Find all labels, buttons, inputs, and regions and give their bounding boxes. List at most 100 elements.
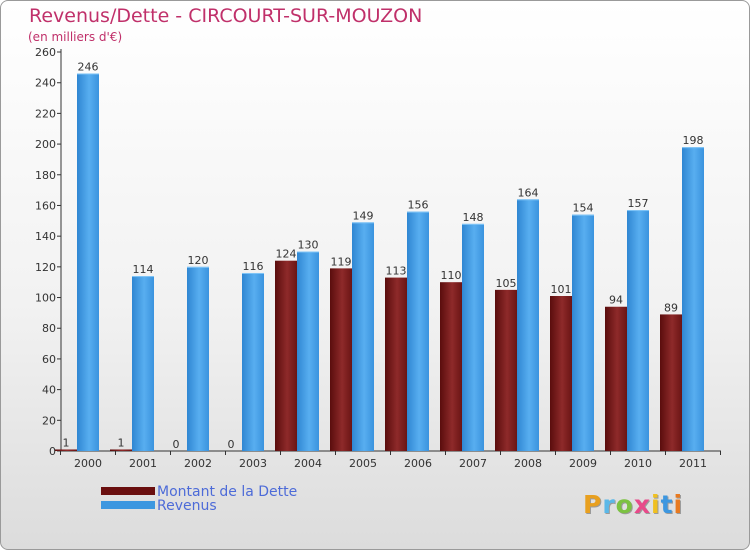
y-tick-label: 80 xyxy=(42,322,56,335)
x-tick-label: 2005 xyxy=(349,457,377,470)
logo-letter: i xyxy=(673,490,684,519)
x-tick-label: 2007 xyxy=(459,457,487,470)
chart-subtitle: (en milliers d'€) xyxy=(28,30,123,44)
legend-label-revenus: Revenus xyxy=(157,498,217,514)
y-tick-label: 120 xyxy=(35,261,56,274)
bar-revenus xyxy=(297,251,319,451)
data-label-revenus: 120 xyxy=(188,254,209,267)
legend-swatch-debt xyxy=(101,487,155,495)
x-tick-label: 2003 xyxy=(239,457,267,470)
data-label-revenus: 198 xyxy=(683,134,704,147)
logo-letter: P xyxy=(583,490,603,519)
data-label-revenus: 130 xyxy=(298,239,319,252)
y-tick-label: 60 xyxy=(42,353,56,366)
logo-letter: t xyxy=(660,490,674,519)
x-tick-label: 2009 xyxy=(569,457,597,470)
legend-label-debt: Montant de la Dette xyxy=(157,484,298,500)
data-label-dette: 0 xyxy=(173,438,180,451)
bar-revenus-highlight xyxy=(462,223,484,225)
y-tick-label: 140 xyxy=(35,230,56,243)
bar-revenus xyxy=(132,276,154,451)
y-tick-label: 100 xyxy=(35,292,56,305)
y-tick-label: 260 xyxy=(35,46,56,59)
bar-revenus-highlight xyxy=(187,266,209,268)
x-tick-label: 2004 xyxy=(294,457,322,470)
bar-revenus xyxy=(517,199,539,451)
bar-revenus xyxy=(682,147,704,451)
bar-revenus xyxy=(572,214,594,451)
bar-dette xyxy=(495,289,517,451)
bar-dette xyxy=(385,277,407,451)
bar-revenus-highlight xyxy=(407,211,429,213)
x-tick-label: 2010 xyxy=(624,457,652,470)
legend-swatch-revenus xyxy=(101,501,155,509)
bar-dette xyxy=(605,306,627,451)
data-label-dette: 1 xyxy=(118,436,125,449)
data-label-dette: 94 xyxy=(609,294,623,307)
bar-dette xyxy=(275,260,297,451)
x-tick-label: 2006 xyxy=(404,457,432,470)
y-tick-label: 40 xyxy=(42,384,56,397)
data-label-revenus: 246 xyxy=(78,60,99,73)
x-tick-label: 2002 xyxy=(184,457,212,470)
chart-title: Revenus/Dette - CIRCOURT-SUR-MOUZON xyxy=(29,5,423,27)
logo-letter: o xyxy=(615,490,634,519)
bar-dette xyxy=(660,314,682,451)
data-label-revenus: 156 xyxy=(408,199,429,212)
logo-letter: x xyxy=(633,490,651,519)
bar-revenus-highlight xyxy=(132,276,154,278)
bar-dette xyxy=(330,268,352,451)
data-label-dette: 89 xyxy=(664,301,678,314)
bar-revenus-highlight xyxy=(682,147,704,149)
bar-revenus-highlight xyxy=(242,272,264,274)
bar-revenus xyxy=(627,210,649,451)
bars xyxy=(55,73,704,451)
data-label-dette: 119 xyxy=(331,255,352,268)
y-tick-label: 20 xyxy=(42,414,56,427)
bar-revenus xyxy=(242,272,264,451)
y-tick-label: 200 xyxy=(35,138,56,151)
bar-revenus-highlight xyxy=(572,214,594,216)
data-label-revenus: 116 xyxy=(243,260,264,273)
data-label-revenus: 157 xyxy=(628,197,649,210)
bar-revenus-highlight xyxy=(517,199,539,201)
data-label-revenus: 148 xyxy=(463,211,484,224)
bar-dette xyxy=(440,282,462,451)
bar-revenus xyxy=(462,223,484,451)
bar-revenus xyxy=(407,211,429,451)
data-label-dette: 101 xyxy=(551,283,572,296)
logo-letter: r xyxy=(602,490,616,519)
bar-revenus xyxy=(187,266,209,451)
bar-revenus-highlight xyxy=(627,210,649,212)
data-label-revenus: 164 xyxy=(518,186,539,199)
y-tick-label: 180 xyxy=(35,169,56,182)
bar-dette xyxy=(55,449,77,451)
x-tick-label: 2011 xyxy=(679,457,707,470)
data-label-revenus: 149 xyxy=(353,209,374,222)
bar-dette xyxy=(110,449,132,451)
y-tick-label: 240 xyxy=(35,77,56,90)
bar-revenus-highlight xyxy=(77,73,99,75)
proxiti-logo: Proxiti xyxy=(583,490,683,519)
data-label-dette: 105 xyxy=(496,277,517,290)
x-tick-label: 2001 xyxy=(129,457,157,470)
data-label-revenus: 114 xyxy=(133,263,154,276)
logo-letter: i xyxy=(651,490,661,519)
bar-revenus-highlight xyxy=(352,222,374,224)
x-tick-label: 2008 xyxy=(514,457,542,470)
bar-revenus xyxy=(77,73,99,451)
bar-revenus-highlight xyxy=(297,251,319,253)
data-label-revenus: 154 xyxy=(573,202,594,215)
bar-revenus xyxy=(352,222,374,451)
y-tick-label: 160 xyxy=(35,199,56,212)
data-label-dette: 124 xyxy=(276,248,297,261)
bar-dette xyxy=(550,296,572,451)
data-label-dette: 0 xyxy=(228,438,235,451)
y-tick-label: 0 xyxy=(49,445,56,458)
data-label-dette: 113 xyxy=(386,265,407,278)
y-tick-label: 220 xyxy=(35,107,56,120)
x-tick-label: 2000 xyxy=(74,457,102,470)
data-label-dette: 1 xyxy=(63,436,70,449)
